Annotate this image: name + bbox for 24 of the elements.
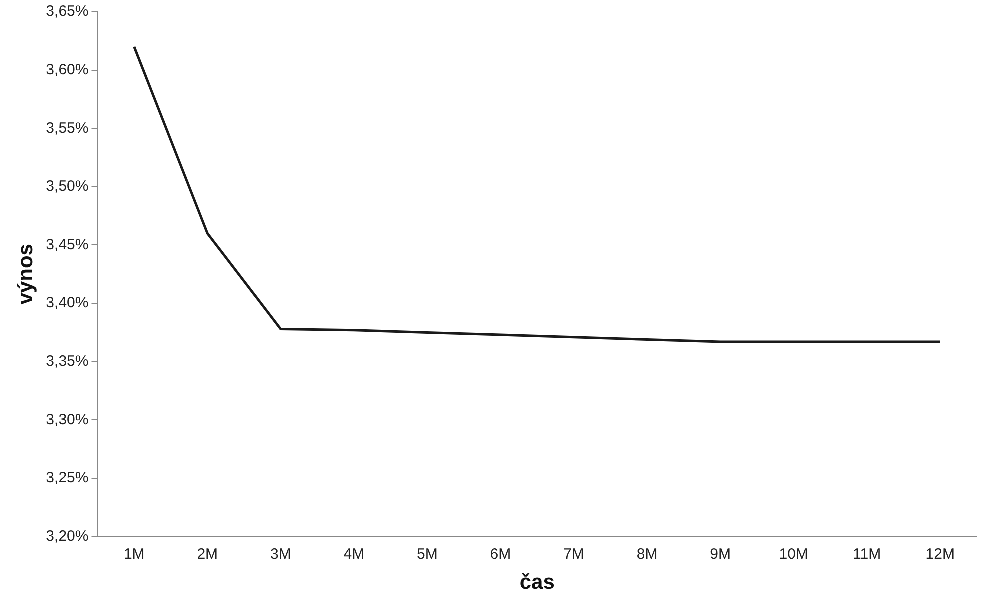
y-tick-label: 3,55%: [46, 120, 89, 137]
x-axis-title: čas: [520, 571, 555, 594]
x-tick-label: 9M: [710, 546, 731, 563]
y-tick-label: 3,45%: [46, 236, 89, 254]
y-tick-label: 3,30%: [46, 411, 89, 428]
y-tick-label: 3,65%: [46, 3, 89, 20]
y-tick-label: 3,60%: [46, 61, 89, 78]
x-tick-label: 10M: [779, 546, 808, 563]
x-tick-label: 7M: [564, 546, 584, 563]
x-tick-label: 3M: [270, 546, 292, 563]
x-tick-label: 12M: [926, 546, 955, 563]
y-tick-label: 3,40%: [46, 294, 89, 312]
y-tick-label: 3,50%: [46, 178, 89, 196]
x-tick-label: 5M: [417, 546, 438, 563]
x-tick-label: 8M: [636, 546, 658, 563]
y-tick-label: 3,20%: [46, 528, 89, 545]
x-tick-label: 11M: [853, 546, 882, 563]
y-tick-label: 3,25%: [46, 470, 89, 487]
x-tick-label: 4M: [344, 546, 365, 563]
x-tick-label: 2M: [197, 546, 218, 563]
x-tick-label: 6M: [490, 546, 512, 563]
y-axis-title: výnos: [14, 244, 38, 305]
x-tick-label: 1M: [124, 546, 145, 563]
y-tick-label: 3,35%: [46, 353, 89, 370]
